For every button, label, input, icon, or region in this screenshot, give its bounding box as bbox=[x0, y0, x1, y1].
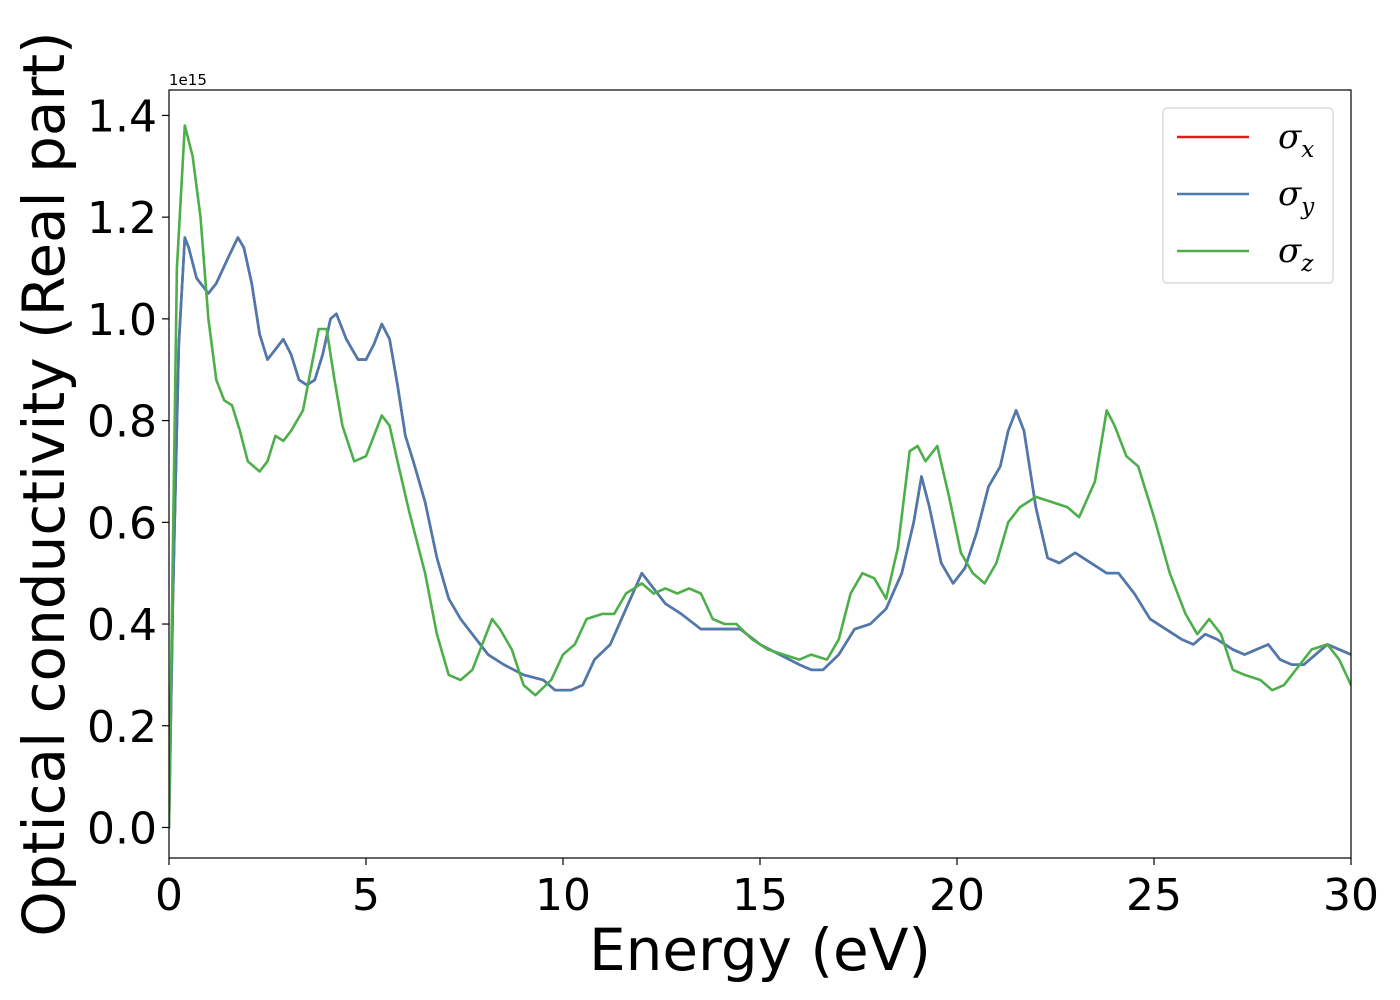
legend-label-sigma-z: σz bbox=[1278, 231, 1314, 277]
legend-label-sigma-x: σx bbox=[1278, 117, 1314, 163]
y-tick-label: 0.8 bbox=[87, 397, 157, 448]
x-tick-label: 0 bbox=[155, 870, 183, 921]
x-axis-ticks: 0 5 10 15 20 25 30 bbox=[155, 858, 1379, 921]
x-tick-label: 25 bbox=[1126, 870, 1182, 921]
x-tick-label: 15 bbox=[732, 870, 788, 921]
y-tick-label: 0.0 bbox=[87, 803, 157, 854]
y-tick-label: 1.2 bbox=[87, 193, 157, 244]
y-tick-label: 0.6 bbox=[87, 498, 157, 549]
x-tick-label: 10 bbox=[535, 870, 591, 921]
y-tick-label: 1.4 bbox=[87, 91, 157, 142]
y-axis-offset-text: 1e15 bbox=[169, 71, 207, 89]
y-axis-label: Optical conductivity (Real part) bbox=[10, 31, 78, 936]
y-tick-label: 0.2 bbox=[87, 702, 157, 753]
x-tick-label: 5 bbox=[352, 870, 380, 921]
series-line-sigma-y bbox=[169, 236, 1351, 829]
legend-box bbox=[1162, 107, 1334, 284]
x-tick-label: 30 bbox=[1323, 870, 1379, 921]
x-tick-label: 20 bbox=[929, 870, 985, 921]
legend-label-sigma-y: σy bbox=[1278, 174, 1315, 220]
y-tick-label: 0.4 bbox=[87, 600, 157, 651]
y-tick-label: 1.0 bbox=[87, 295, 157, 346]
y-axis-ticks: 0.0 0.2 0.4 0.6 0.8 1.0 1.2 1.4 bbox=[87, 91, 169, 854]
x-axis-label: Energy (eV) bbox=[589, 916, 931, 984]
series-line-sigma-z bbox=[169, 124, 1351, 829]
series-layer bbox=[169, 124, 1351, 829]
legend: σx σy σz bbox=[1162, 107, 1334, 284]
